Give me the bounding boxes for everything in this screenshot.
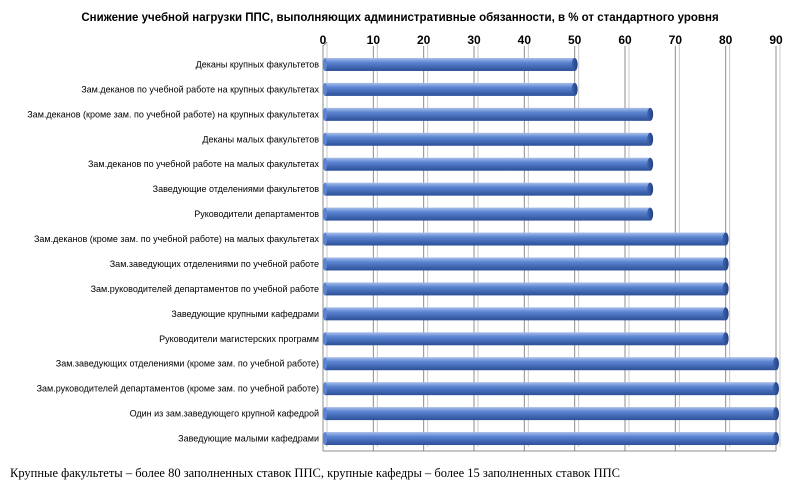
- bar-body: [325, 107, 651, 121]
- bar-start-cap: [323, 257, 327, 271]
- bar: [323, 407, 779, 421]
- bar-body: [325, 432, 776, 446]
- bar-cap: [647, 107, 654, 121]
- bar-cap: [773, 407, 779, 421]
- category-label: Зам.заведующих отделениями (кроме зам. п…: [56, 359, 319, 369]
- bar-start-cap: [323, 182, 327, 196]
- bar-start-cap: [323, 432, 327, 446]
- category-label: Зам.деканов по учебной работе на малых ф…: [88, 159, 320, 169]
- bar: [323, 282, 729, 296]
- bar-start-cap: [323, 57, 327, 71]
- chart-title: Снижение учебной нагрузки ППС, выполняющ…: [81, 12, 718, 24]
- x-tick-label: 60: [618, 33, 632, 47]
- bar-start-cap: [323, 157, 327, 171]
- bar-cap: [722, 257, 729, 271]
- x-tick-label: 10: [367, 33, 381, 47]
- bar-body: [325, 82, 575, 96]
- category-label: Зам.руководителей департаментов (кроме з…: [37, 384, 319, 394]
- bar-body: [325, 207, 651, 221]
- bar-cap: [722, 232, 729, 246]
- bar-start-cap: [323, 132, 327, 146]
- x-tick-label: 70: [669, 33, 683, 47]
- category-label: Зам.руководителей департаментов по учебн…: [91, 284, 319, 294]
- bar-start-cap: [323, 282, 327, 296]
- bar: [323, 207, 654, 221]
- bar-body: [325, 357, 776, 371]
- bar: [323, 107, 654, 121]
- category-label: Заведующие малыми кафедрами: [178, 434, 319, 444]
- bar: [323, 57, 578, 71]
- bar: [323, 257, 729, 271]
- category-label: Один из зам.заведующего крупной кафедрой: [130, 409, 319, 419]
- bar-body: [325, 182, 651, 196]
- chart-frame: Снижение учебной нагрузки ППС, выполняющ…: [8, 4, 792, 455]
- category-label: Зам.деканов (кроме зам. по учебной работ…: [27, 109, 319, 119]
- x-tick-label: 20: [417, 33, 431, 47]
- bar: [323, 307, 729, 321]
- bar-body: [325, 332, 726, 346]
- bar: [323, 432, 779, 446]
- bar-start-cap: [323, 207, 327, 221]
- x-tick-label: 50: [568, 33, 582, 47]
- bar-body: [325, 407, 776, 421]
- bar-body: [325, 232, 726, 246]
- bar-cap: [647, 132, 654, 146]
- category-label: Зам.деканов по учебной работе на крупных…: [81, 84, 319, 94]
- bar-body: [325, 257, 726, 271]
- category-label: Руководители департаментов: [194, 209, 319, 219]
- bar-start-cap: [323, 407, 327, 421]
- category-label: Зам.заведующих отделениями по учебной ра…: [110, 259, 319, 269]
- bar-cap: [647, 207, 654, 221]
- x-tick-label: 80: [719, 33, 733, 47]
- bar: [323, 357, 779, 371]
- bar-cap: [773, 432, 779, 446]
- category-label: Заведующие отделениями факультетов: [153, 184, 320, 194]
- bar-start-cap: [323, 107, 327, 121]
- x-tick-label: 0: [320, 33, 327, 47]
- x-tick-label: 40: [518, 33, 532, 47]
- bar-cap: [773, 382, 779, 396]
- bar-cap: [722, 332, 729, 346]
- bar-body: [325, 132, 651, 146]
- bar-cap: [722, 282, 729, 296]
- x-tick-label: 30: [467, 33, 481, 47]
- plot-axis: [322, 41, 328, 451]
- bar-chart: Снижение учебной нагрузки ППС, выполняющ…: [27, 12, 783, 452]
- bar: [323, 132, 654, 146]
- bar-body: [325, 157, 651, 171]
- category-label: Деканы крупных факультетов: [196, 59, 320, 69]
- bar: [323, 157, 654, 171]
- bar-cap: [647, 157, 654, 171]
- bar-cap: [571, 57, 578, 71]
- bar: [323, 382, 779, 396]
- footnote: Крупные факультеты – более 80 заполненны…: [10, 466, 620, 480]
- bar-cap: [722, 307, 729, 321]
- bar-start-cap: [323, 332, 327, 346]
- bar-cap: [773, 357, 779, 371]
- bar-body: [325, 382, 776, 396]
- bar: [323, 332, 729, 346]
- bar-cap: [571, 82, 578, 96]
- bar-cap: [647, 182, 654, 196]
- bar-body: [325, 307, 726, 321]
- x-tick-label: 90: [769, 33, 783, 47]
- bar-start-cap: [323, 82, 327, 96]
- category-label: Деканы малых факультетов: [202, 134, 319, 144]
- category-label: Заведующие крупными кафедрами: [171, 309, 319, 319]
- bar-start-cap: [323, 382, 327, 396]
- category-label: Руководители магистерских программ: [159, 334, 319, 344]
- bar: [323, 82, 578, 96]
- bar-body: [325, 57, 575, 71]
- bar: [323, 232, 729, 246]
- bar-start-cap: [323, 357, 327, 371]
- bar-body: [325, 282, 726, 296]
- bar-start-cap: [323, 232, 327, 246]
- bar-start-cap: [323, 307, 327, 321]
- category-label: Зам.деканов (кроме зам. по учебной работ…: [34, 234, 320, 244]
- bar: [323, 182, 654, 196]
